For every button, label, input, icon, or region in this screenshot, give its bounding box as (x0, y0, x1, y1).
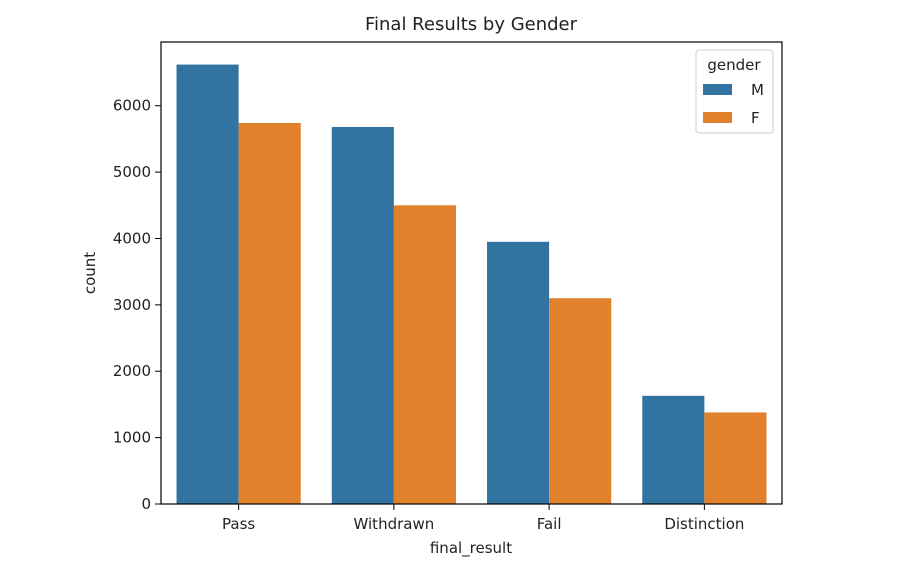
legend: gender M F (695, 49, 774, 134)
x-tick-label: Withdrawn (354, 515, 435, 533)
x-tick-label: Distinction (664, 515, 744, 533)
bar-fail-f (549, 298, 612, 504)
bar-pass-m (176, 64, 239, 504)
x-tick-label: Pass (222, 515, 255, 533)
axes-frame (160, 41, 783, 505)
y-tick-label: 5000 (113, 163, 151, 181)
legend-label-f: F (751, 109, 760, 127)
chart-title: Final Results by Gender (365, 14, 578, 35)
y-tick-label: 0 (141, 495, 151, 513)
legend-swatch-m (703, 84, 732, 95)
x-tick-label: Fail (537, 515, 562, 533)
x-axis-label: final_result (430, 539, 512, 558)
y-tick-label: 4000 (113, 229, 151, 247)
x-axis-ticks: Pass Withdrawn Fail Distinction (222, 504, 744, 533)
y-tick-label: 2000 (113, 362, 151, 380)
y-axis-label: count (81, 252, 99, 294)
bar-distinction-m (642, 395, 705, 504)
legend-label-m: M (751, 81, 764, 99)
bars-group (176, 64, 767, 505)
bar-withdrawn-f (393, 205, 456, 505)
legend-swatch-f (703, 112, 732, 123)
y-tick-label: 6000 (113, 97, 151, 115)
bar-withdrawn-m (331, 126, 394, 504)
y-tick-label: 3000 (113, 296, 151, 314)
y-axis-ticks: 0 1000 2000 3000 4000 5000 6000 (113, 97, 161, 513)
bar-fail-m (487, 241, 550, 505)
y-tick-label: 1000 (113, 429, 151, 447)
bar-pass-f (238, 122, 301, 504)
bar-distinction-f (704, 412, 767, 504)
legend-title: gender (707, 56, 761, 74)
